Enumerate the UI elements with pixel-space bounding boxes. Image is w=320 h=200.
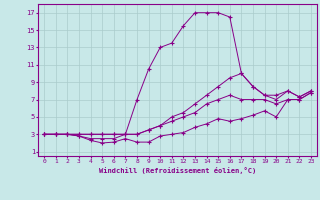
X-axis label: Windchill (Refroidissement éolien,°C): Windchill (Refroidissement éolien,°C): [99, 167, 256, 174]
